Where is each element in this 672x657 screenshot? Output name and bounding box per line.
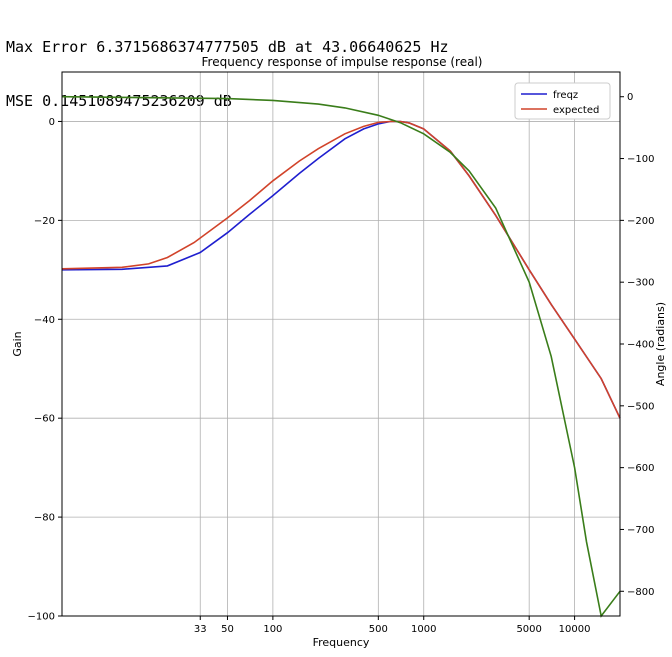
series-line-expected [61, 120, 621, 419]
x-tick-label: 1000 [411, 624, 436, 635]
chart-title: Frequency response of impulse response (… [202, 55, 483, 69]
y2-tick-label: −600 [627, 463, 654, 474]
x-tick-label: 5000 [516, 624, 541, 635]
y2-tick-label: −700 [627, 525, 654, 536]
max-error-text: Max Error 6.3715686374777505 dB at 43.06… [6, 38, 449, 56]
y-tick-label: −40 [34, 315, 55, 326]
legend-label-freqz: freqz [553, 90, 578, 101]
y2-tick-label: −800 [627, 587, 654, 598]
y2-tick-label: −100 [627, 154, 654, 165]
legend-label-expected: expected [553, 105, 599, 116]
y-tick-label: −80 [34, 513, 55, 524]
legend-box [514, 82, 611, 120]
y-tick-label: 0 [49, 117, 55, 128]
axis-ticks: 33 50 100 500 1000 5000 10000 0 −20 −40 −60 −80 −100… [28, 92, 655, 635]
y2-tick-label: −400 [627, 340, 654, 351]
y2-tick-label: 0 [627, 92, 633, 103]
grid-lines [62, 72, 620, 617]
plot-frame [61, 71, 621, 617]
series-line-angle [61, 95, 621, 618]
series-lines [61, 95, 621, 618]
y2-tick-label: −200 [627, 216, 654, 227]
x-axis-label: Frequency [313, 636, 370, 649]
y-tick-label: −60 [34, 414, 55, 425]
x-tick-label: 500 [369, 624, 388, 635]
x-tick-label: 50 [221, 624, 234, 635]
y2-tick-label: −300 [627, 278, 654, 289]
legend: freqz expected [514, 82, 611, 120]
y-axis-label: Gain [11, 331, 24, 356]
y-tick-label: −100 [28, 612, 55, 623]
x-tick-label: 100 [263, 624, 282, 635]
y-tick-label: −20 [34, 216, 55, 227]
x-tick-label: 10000 [559, 624, 591, 635]
x-tick-label: 33 [194, 624, 207, 635]
y2-axis-label: Angle (radians) [654, 302, 667, 386]
series-line-freqz [61, 120, 621, 419]
y2-tick-label: −500 [627, 401, 654, 412]
